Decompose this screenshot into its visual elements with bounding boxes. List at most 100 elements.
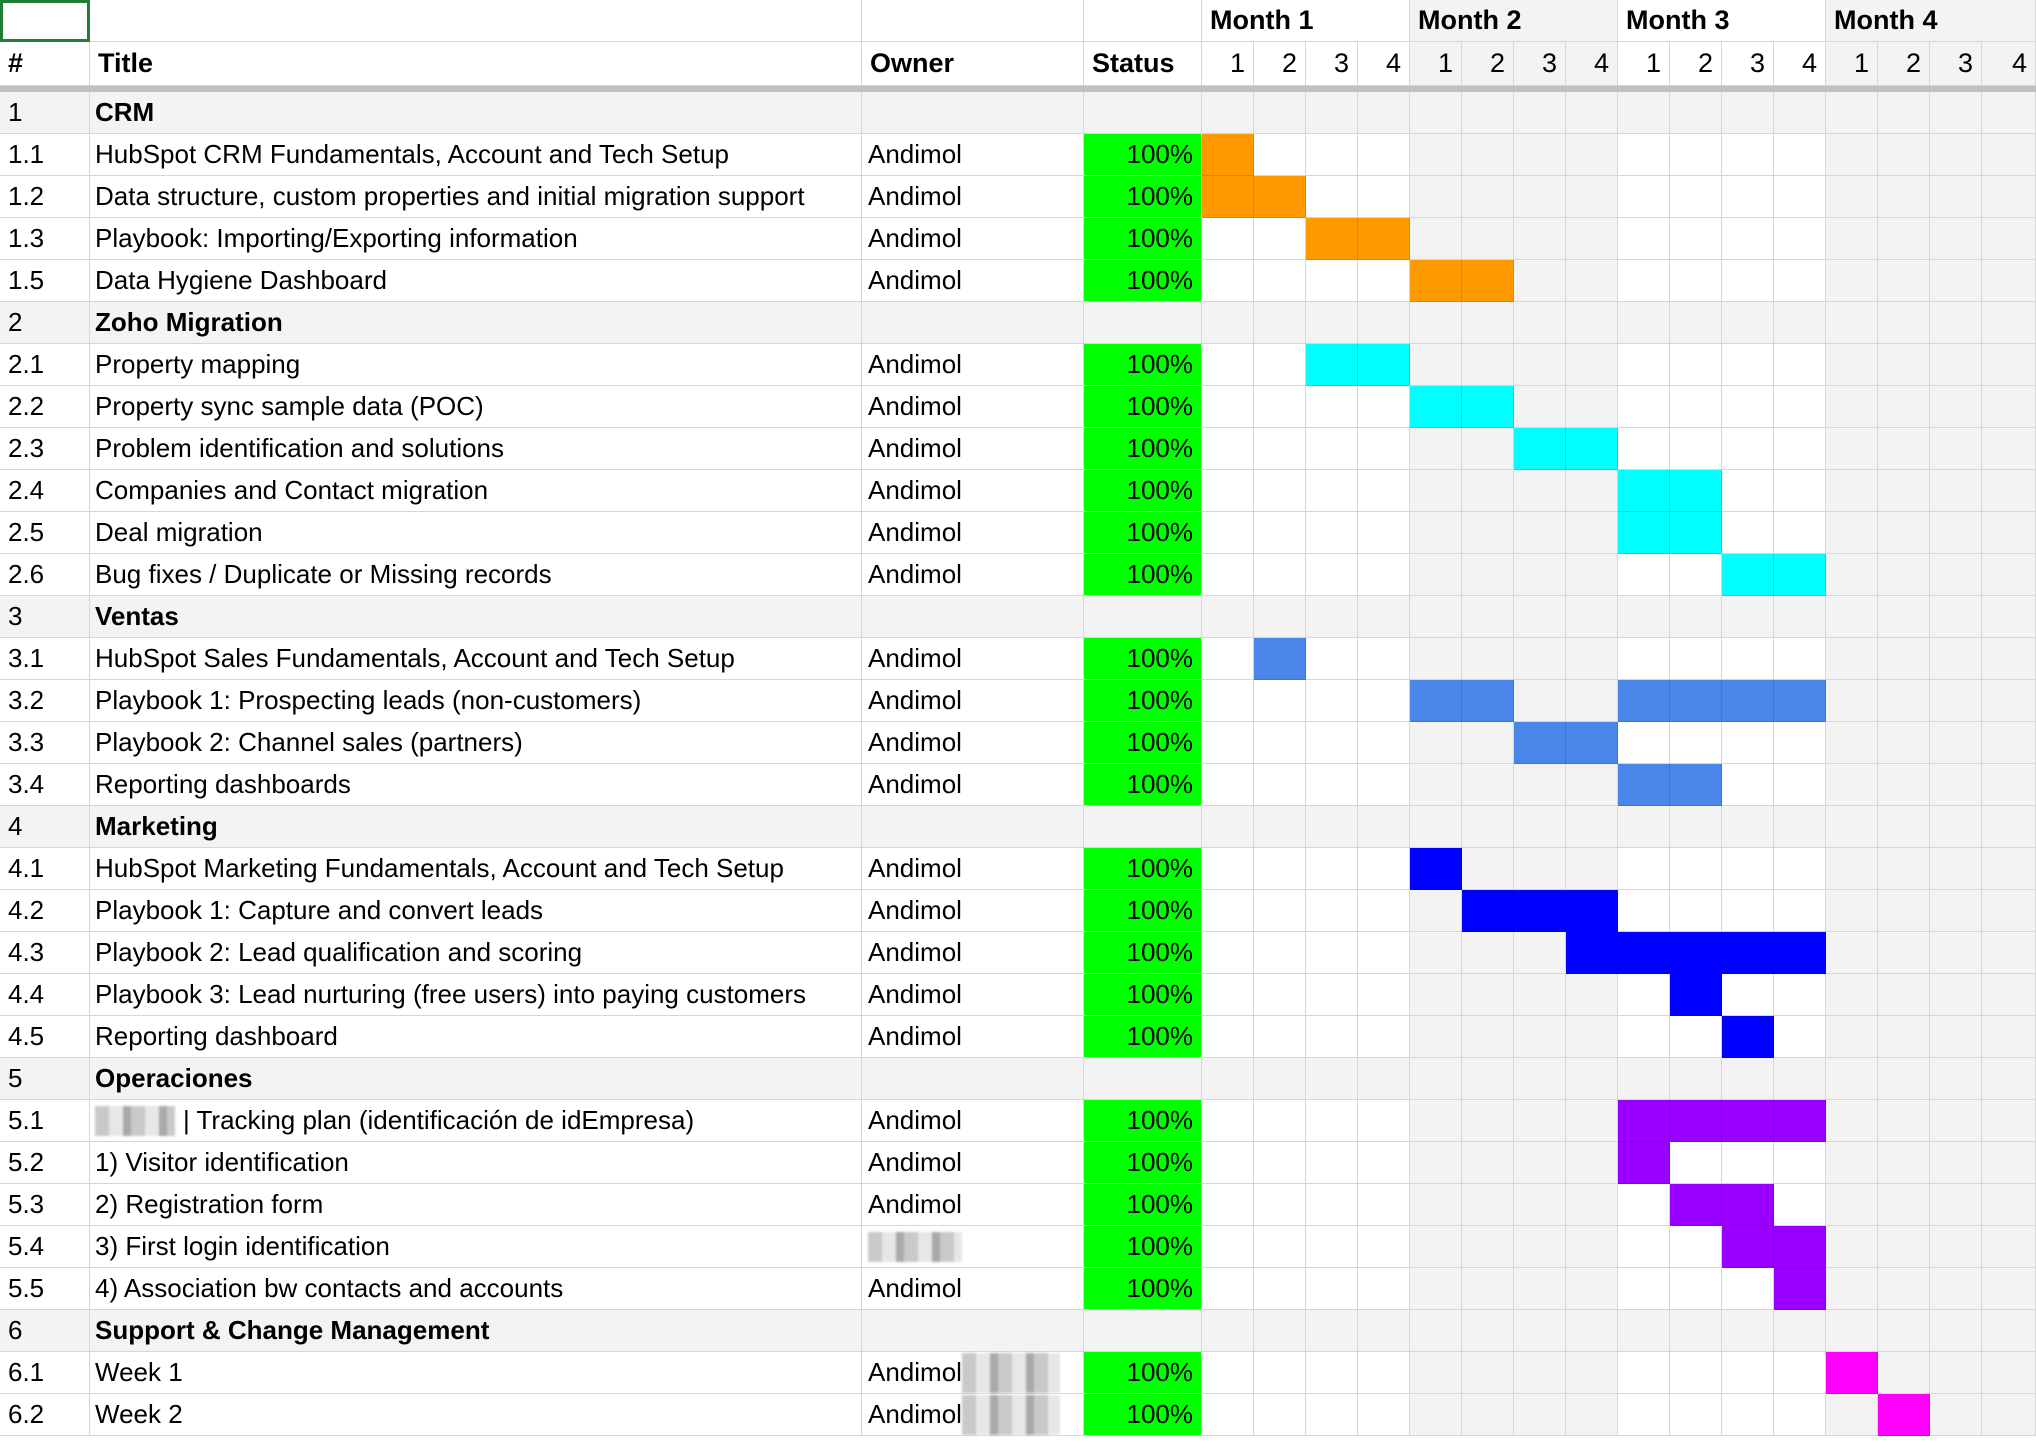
gantt-empty-cell[interactable] [1202,554,1254,596]
task-title[interactable]: Playbook 1: Capture and convert leads [90,890,862,932]
gantt-empty-cell[interactable] [1930,1310,1982,1352]
week-header-9[interactable]: 1 [1618,42,1670,86]
gantt-empty-cell[interactable] [1930,1394,1982,1436]
gantt-empty-cell[interactable] [1774,848,1826,890]
gantt-empty-cell[interactable] [1774,176,1826,218]
gantt-empty-cell[interactable] [1566,764,1618,806]
gantt-empty-cell[interactable] [1930,1352,1982,1394]
gantt-empty-cell[interactable] [1566,1058,1618,1100]
owner-cell[interactable]: Andimol [862,848,1084,890]
gantt-empty-cell[interactable] [1774,302,1826,344]
gantt-empty-cell[interactable] [1982,134,2036,176]
gantt-empty-cell[interactable] [1618,260,1670,302]
status-cell[interactable] [1084,302,1202,344]
status-cell[interactable]: 100% [1084,176,1202,218]
gantt-empty-cell[interactable] [1202,1394,1254,1436]
gantt-empty-cell[interactable] [1930,638,1982,680]
week-header-4[interactable]: 4 [1358,42,1410,86]
gantt-empty-cell[interactable] [1982,428,2036,470]
owner-cell[interactable]: Andimol [862,1352,1084,1394]
status-cell[interactable]: 100% [1084,512,1202,554]
gantt-empty-cell[interactable] [1254,554,1306,596]
gantt-empty-cell[interactable] [1202,806,1254,848]
status-cell[interactable]: 100% [1084,1394,1202,1436]
gantt-empty-cell[interactable] [1982,1058,2036,1100]
task-title[interactable]: Data structure, custom properties and in… [90,176,862,218]
gantt-empty-cell[interactable] [1514,764,1566,806]
gantt-bar-cell[interactable] [1618,680,1670,722]
gantt-empty-cell[interactable] [1878,1142,1930,1184]
gantt-empty-cell[interactable] [1514,218,1566,260]
gantt-empty-cell[interactable] [1514,1100,1566,1142]
gantt-empty-cell[interactable] [1982,344,2036,386]
gantt-empty-cell[interactable] [1254,680,1306,722]
row-number[interactable]: 1.3 [0,218,90,260]
gantt-bar-cell[interactable] [1202,134,1254,176]
gantt-empty-cell[interactable] [1306,1352,1358,1394]
gantt-empty-cell[interactable] [1202,218,1254,260]
owner-cell[interactable]: Andimol [862,722,1084,764]
gantt-empty-cell[interactable] [1878,470,1930,512]
gantt-empty-cell[interactable] [1254,134,1306,176]
gantt-empty-cell[interactable] [1566,386,1618,428]
gantt-empty-cell[interactable] [1410,974,1462,1016]
gantt-empty-cell[interactable] [1462,1016,1514,1058]
gantt-empty-cell[interactable] [1306,932,1358,974]
gantt-empty-cell[interactable] [1982,1394,2036,1436]
gantt-empty-cell[interactable] [1722,974,1774,1016]
gantt-empty-cell[interactable] [1774,1394,1826,1436]
gantt-empty-cell[interactable] [1826,806,1878,848]
gantt-empty-cell[interactable] [1826,1226,1878,1268]
gantt-empty-cell[interactable] [1358,512,1410,554]
gantt-bar-cell[interactable] [1462,890,1514,932]
gantt-empty-cell[interactable] [1358,302,1410,344]
gantt-empty-cell[interactable] [1670,806,1722,848]
gantt-empty-cell[interactable] [1618,554,1670,596]
gantt-empty-cell[interactable] [1254,848,1306,890]
gantt-empty-cell[interactable] [1826,176,1878,218]
row-number[interactable]: 5.2 [0,1142,90,1184]
gantt-empty-cell[interactable] [1514,554,1566,596]
gantt-empty-cell[interactable] [1202,764,1254,806]
gantt-empty-cell[interactable] [1618,1016,1670,1058]
gantt-empty-cell[interactable] [1878,1016,1930,1058]
gantt-empty-cell[interactable] [1410,344,1462,386]
status-cell[interactable]: 100% [1084,890,1202,932]
gantt-empty-cell[interactable] [1982,1226,2036,1268]
status-cell[interactable]: 100% [1084,974,1202,1016]
gantt-empty-cell[interactable] [1306,470,1358,512]
gantt-bar-cell[interactable] [1462,386,1514,428]
gantt-empty-cell[interactable] [1774,638,1826,680]
gantt-empty-cell[interactable] [1358,638,1410,680]
month-1-header[interactable]: Month 1 [1202,0,1410,42]
gantt-empty-cell[interactable] [1462,344,1514,386]
gantt-empty-cell[interactable] [1826,92,1878,134]
gantt-empty-cell[interactable] [1826,848,1878,890]
gantt-empty-cell[interactable] [1670,428,1722,470]
gantt-empty-cell[interactable] [1254,218,1306,260]
gantt-bar-cell[interactable] [1722,680,1774,722]
gantt-empty-cell[interactable] [1514,260,1566,302]
gantt-empty-cell[interactable] [1670,218,1722,260]
gantt-empty-cell[interactable] [1514,848,1566,890]
gantt-empty-cell[interactable] [1618,134,1670,176]
gantt-empty-cell[interactable] [1358,974,1410,1016]
gantt-empty-cell[interactable] [1618,92,1670,134]
owner-cell[interactable]: Andimol [862,134,1084,176]
gantt-bar-cell[interactable] [1670,1100,1722,1142]
gantt-bar-cell[interactable] [1722,1016,1774,1058]
status-cell[interactable]: 100% [1084,554,1202,596]
gantt-empty-cell[interactable] [1462,134,1514,176]
gantt-empty-cell[interactable] [1878,512,1930,554]
gantt-empty-cell[interactable] [1670,1310,1722,1352]
owner-cell[interactable]: Andimol [862,1142,1084,1184]
owner-cell[interactable]: Andimol [862,974,1084,1016]
gantt-empty-cell[interactable] [1566,680,1618,722]
gantt-empty-cell[interactable] [1878,92,1930,134]
row-number[interactable]: 1.1 [0,134,90,176]
gantt-empty-cell[interactable] [1566,806,1618,848]
gantt-empty-cell[interactable] [1930,470,1982,512]
gantt-empty-cell[interactable] [1930,554,1982,596]
status-cell[interactable]: 100% [1084,1352,1202,1394]
gantt-bar-cell[interactable] [1514,890,1566,932]
